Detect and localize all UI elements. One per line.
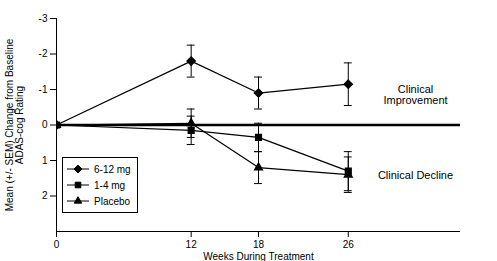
svg-text:Clinical Decline: Clinical Decline (378, 169, 453, 181)
svg-text:-2: -2 (39, 48, 48, 59)
svg-text:-1: -1 (39, 84, 48, 95)
svg-text:26: 26 (343, 239, 355, 250)
html-text:Placebo: Placebo (94, 195, 131, 207)
html-text:6-12 mg: 6-12 mg (94, 163, 131, 175)
svg-text:1: 1 (42, 155, 48, 166)
svg-text:Mean (+/- SEM) Change from Bas: Mean (+/- SEM) Change from BaselineADAS-… (4, 38, 25, 211)
html-text:1-4 mg: 1-4 mg (94, 179, 126, 191)
svg-text:Weeks During Treatment: Weeks During Treatment (203, 251, 314, 261)
svg-text:2: 2 (42, 190, 48, 201)
svg-text:12: 12 (186, 239, 198, 250)
svg-text:0: 0 (42, 119, 48, 130)
svg-text:0: 0 (54, 239, 60, 250)
svg-text:18: 18 (253, 239, 265, 250)
svg-text:ClinicalImprovement: ClinicalImprovement (383, 83, 447, 106)
svg-text:-3: -3 (39, 13, 48, 24)
